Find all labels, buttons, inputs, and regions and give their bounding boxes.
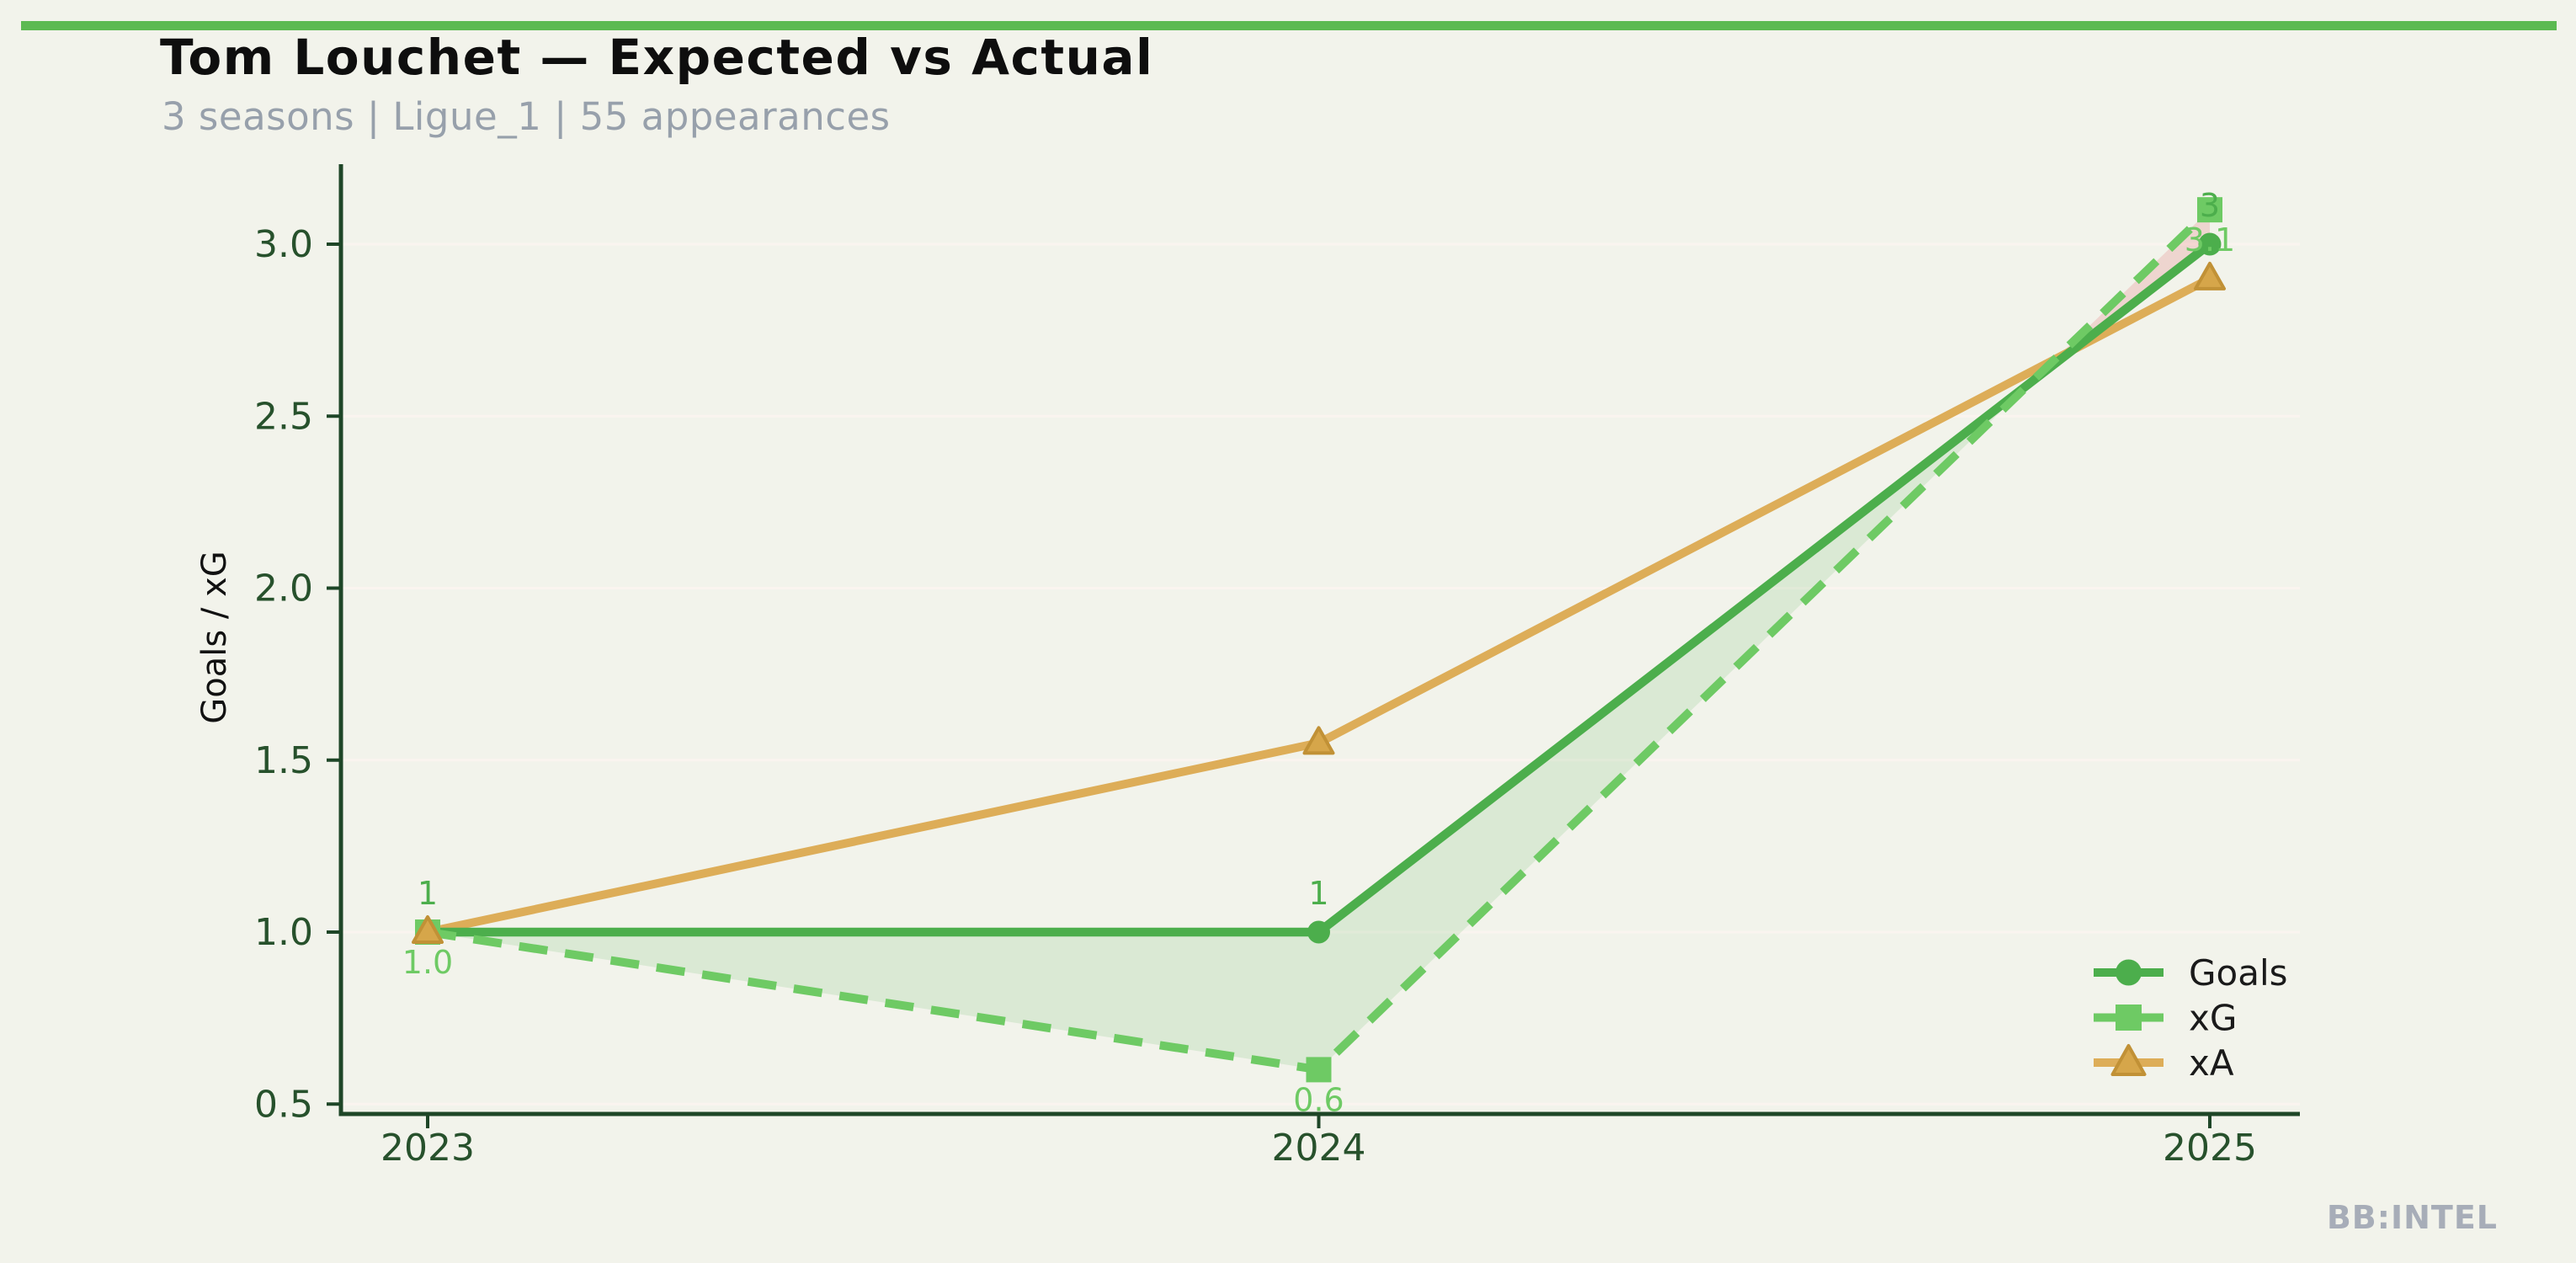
goals-value-label: 1 [418,875,438,912]
xa-marker [2194,261,2226,290]
y-tick-label: 2.0 [254,568,313,610]
xa-line [426,274,2212,936]
goals-marker [2198,232,2222,256]
y-tick-label: 2.5 [254,395,313,438]
legend-label: Goals [2189,952,2288,994]
x-tick-label: 2025 [2163,1127,2257,1170]
x-tick-label: 2024 [1272,1127,1366,1170]
accent-top-bar [21,21,2557,30]
y-tick-label: 3.0 [254,223,313,266]
xg-marker [2197,197,2222,223]
xg-value-label: 3.1 [2185,221,2235,258]
xg-value-label: 1.0 [402,944,453,981]
legend-marker-triangle [2110,1044,2147,1076]
band-fill-green [1318,381,2032,1070]
y-tick-label: 1.5 [254,739,313,782]
page-subtitle: 3 seasons | Ligue_1 | 55 appearances [162,94,891,139]
goals-marker [1307,920,1330,944]
watermark-label: BB:INTEL [2326,1199,2498,1236]
x-tick-label: 2023 [381,1127,475,1170]
axes-spines [338,164,2300,1116]
band-fill-green [428,932,1319,1070]
xg-value-label: 0.6 [1293,1081,1344,1118]
legend-label: xA [2189,1042,2234,1084]
goals-value-label: 3 [2200,187,2220,224]
y-tick-label: 1.0 [254,911,313,954]
page-title: Tom Louchet — Expected vs Actual [160,29,1154,86]
legend-marker-square [2116,1005,2142,1031]
legend-label: xG [2189,998,2237,1039]
xa-marker [1302,726,1335,755]
goals-value-label: 1 [1308,875,1328,912]
xg-marker [1306,1057,1332,1083]
legend-marker-circle [2116,959,2142,986]
y-axis-title: Goals / xG [195,551,234,724]
xa-marker [412,915,444,944]
y-tick-label: 0.5 [254,1083,313,1126]
